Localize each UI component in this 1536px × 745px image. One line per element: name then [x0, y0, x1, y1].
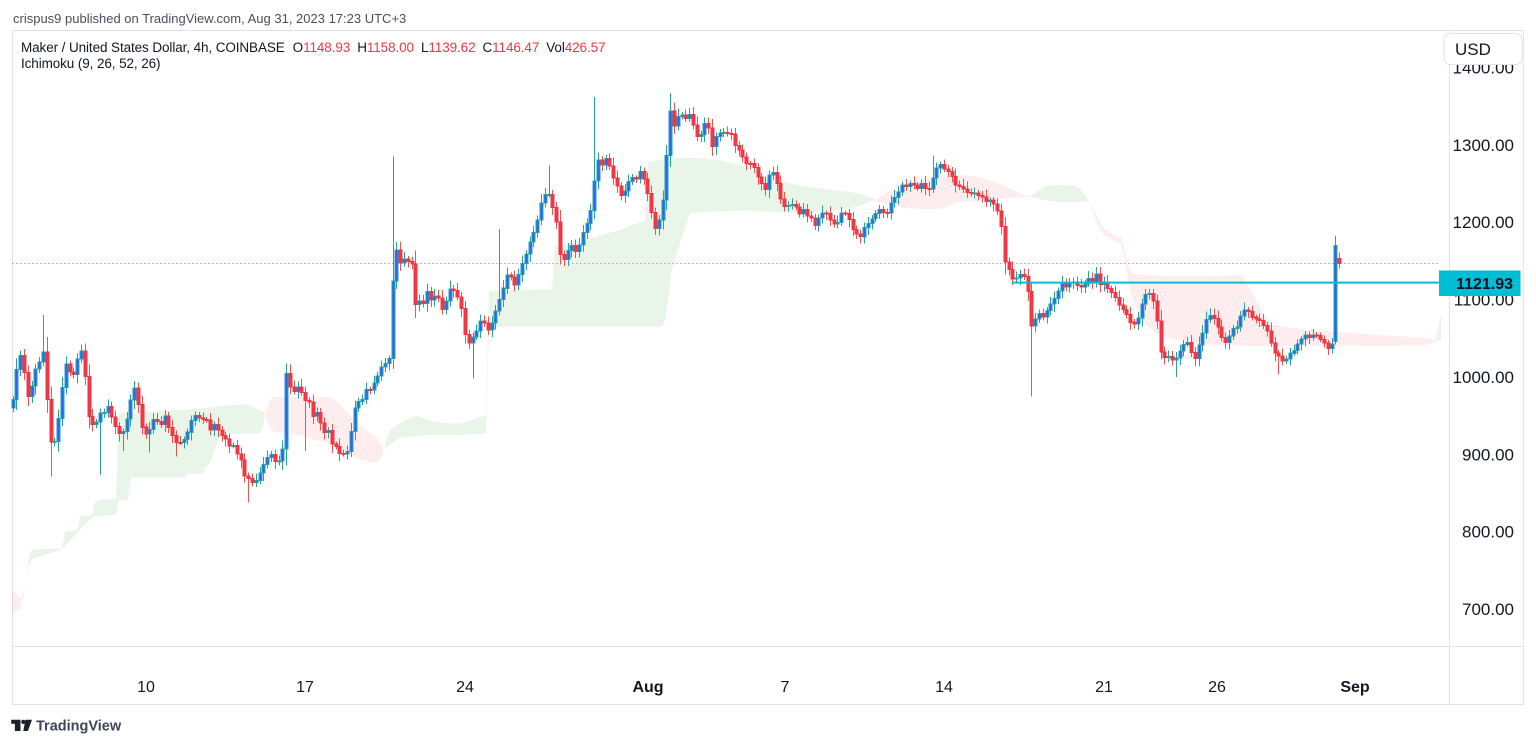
svg-text:7: 7 [781, 679, 790, 696]
svg-text:Aug: Aug [632, 679, 663, 696]
svg-text:1000.00: 1000.00 [1453, 368, 1514, 387]
svg-text:10: 10 [137, 679, 155, 696]
svg-text:21: 21 [1095, 679, 1113, 696]
svg-text:26: 26 [1208, 679, 1226, 696]
svg-text:crispus9 published on TradingV: crispus9 published on TradingView.com, A… [13, 11, 406, 26]
svg-text:Maker / United States Dollar,: Maker / United States Dollar, 4h, COINBA… [21, 40, 605, 55]
svg-text:Sep: Sep [1340, 679, 1370, 696]
svg-text:Ichimoku (9, 26, 52, 26): Ichimoku (9, 26, 52, 26) [21, 56, 160, 71]
svg-text:24: 24 [456, 679, 474, 696]
svg-text:700.00: 700.00 [1462, 600, 1514, 619]
svg-text:17: 17 [296, 679, 314, 696]
svg-text:1200.00: 1200.00 [1453, 213, 1514, 232]
svg-text:800.00: 800.00 [1462, 523, 1514, 542]
svg-text:14: 14 [935, 679, 953, 696]
svg-text:1300.00: 1300.00 [1453, 136, 1514, 155]
svg-text:TradingView: TradingView [36, 719, 122, 735]
svg-text:USD: USD [1455, 40, 1491, 59]
svg-text:900.00: 900.00 [1462, 445, 1514, 464]
svg-text:1121.93: 1121.93 [1456, 276, 1513, 293]
